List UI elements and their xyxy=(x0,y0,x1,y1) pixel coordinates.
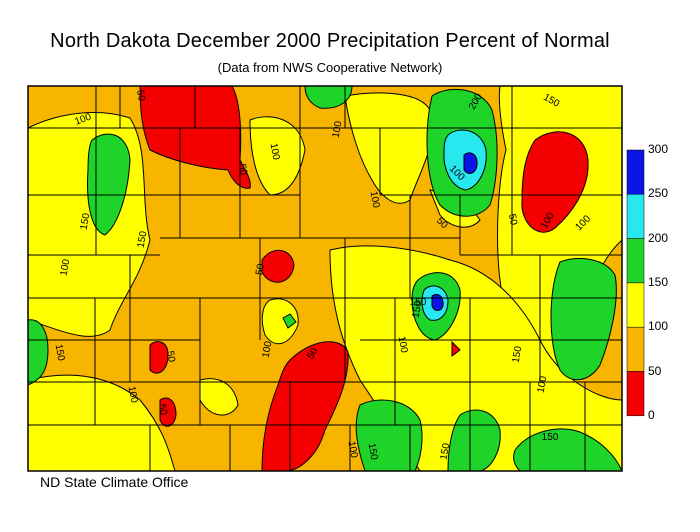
contour-label: 100 xyxy=(268,142,282,161)
legend-band-50-100 xyxy=(626,326,645,372)
contour-label: 100 xyxy=(331,120,345,139)
contour-label: 50 xyxy=(506,213,519,226)
contour-label: 100 xyxy=(59,258,73,277)
contour-label: 50 xyxy=(156,403,169,416)
legend-tick-label: 150 xyxy=(648,274,669,289)
contour-label: 50 xyxy=(164,350,177,363)
legend-tick-label: 100 xyxy=(648,319,669,334)
legend-tick-label: 250 xyxy=(648,186,669,201)
contour-label: 50 xyxy=(236,163,249,176)
contour-label: 50 xyxy=(254,263,267,276)
contour-label: 100 xyxy=(368,190,382,209)
contour-label: 150 xyxy=(411,300,425,319)
legend-band-200-250 xyxy=(626,194,645,239)
contour-label: 100 xyxy=(261,340,275,359)
legend-tick-label: 300 xyxy=(648,142,669,156)
contour-label: 100 xyxy=(126,385,140,404)
legend-band-100-150 xyxy=(626,282,645,328)
county-boundaries xyxy=(28,86,622,471)
contour-label: 100 xyxy=(346,440,360,459)
contour-label: 150 xyxy=(439,442,453,461)
legend-band-150-200 xyxy=(626,238,645,284)
footer-credit: ND State Climate Office xyxy=(40,474,189,490)
contour-label: 150 xyxy=(79,212,93,231)
legend-band-0-50 xyxy=(626,371,645,417)
contour-label: 150 xyxy=(53,343,67,362)
map-title: North Dakota December 2000 Precipitation… xyxy=(50,30,610,52)
contour-label: 50 xyxy=(134,89,147,102)
contour-label: 100 xyxy=(536,375,550,394)
contour-label: 150 xyxy=(366,442,380,461)
legend-tick-label: 200 xyxy=(648,230,669,245)
contour-label: 150 xyxy=(410,297,427,308)
contour-label: 150 xyxy=(136,230,150,249)
legend-tick-label: 50 xyxy=(648,363,662,378)
state-outline xyxy=(27,85,623,472)
contour-label: 100 xyxy=(396,335,410,354)
legend-tick-label: 0 xyxy=(648,407,655,422)
contour-label: 150 xyxy=(542,432,559,443)
contour-label: 150 xyxy=(511,345,525,364)
band-150-200 xyxy=(27,85,623,472)
legend-band-250-300 xyxy=(626,149,645,195)
map-subtitle: (Data from NWS Cooperative Network) xyxy=(217,60,443,75)
legend-color-bar xyxy=(626,149,645,417)
contour-label: 50 xyxy=(305,346,320,362)
band-0-50 xyxy=(139,85,589,472)
band-100-150 xyxy=(27,85,623,472)
